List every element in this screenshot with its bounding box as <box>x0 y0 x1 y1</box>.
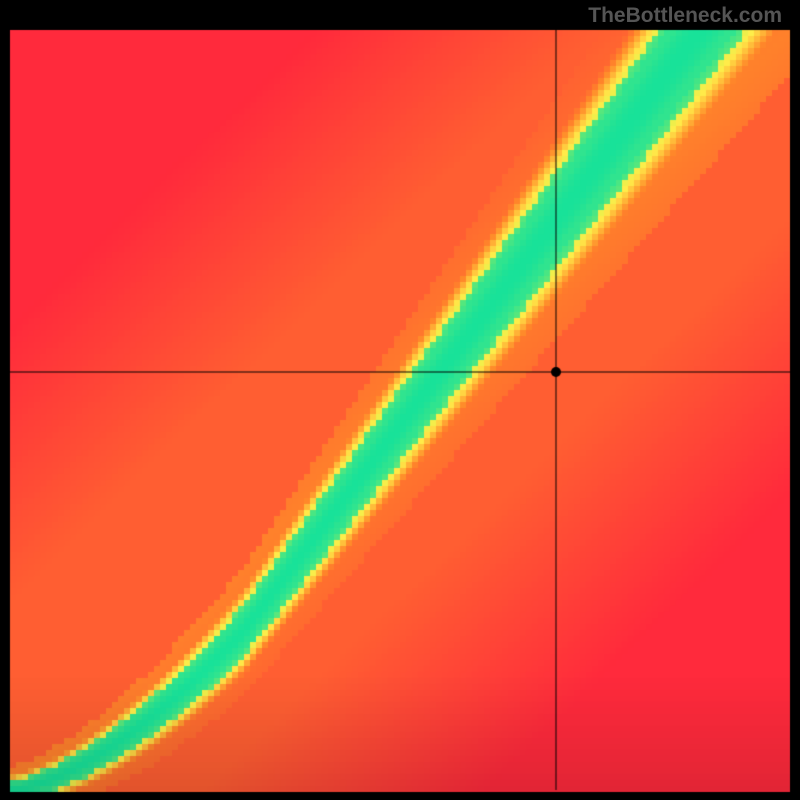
heatmap-canvas <box>0 0 800 800</box>
chart-container: TheBottleneck.com <box>0 0 800 800</box>
watermark-label: TheBottleneck.com <box>588 4 782 28</box>
